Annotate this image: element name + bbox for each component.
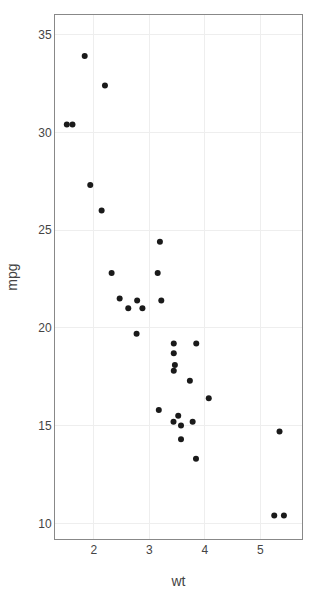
svg-text:wt: wt xyxy=(171,573,186,589)
svg-text:15: 15 xyxy=(38,419,52,433)
svg-text:2: 2 xyxy=(91,543,98,557)
svg-text:30: 30 xyxy=(38,126,52,140)
svg-text:mpg: mpg xyxy=(4,263,20,290)
svg-text:4: 4 xyxy=(202,543,209,557)
svg-text:25: 25 xyxy=(38,223,52,237)
svg-text:35: 35 xyxy=(38,28,52,42)
svg-text:3: 3 xyxy=(146,543,153,557)
svg-text:5: 5 xyxy=(257,543,264,557)
svg-text:20: 20 xyxy=(38,321,52,335)
svg-text:10: 10 xyxy=(38,517,52,531)
